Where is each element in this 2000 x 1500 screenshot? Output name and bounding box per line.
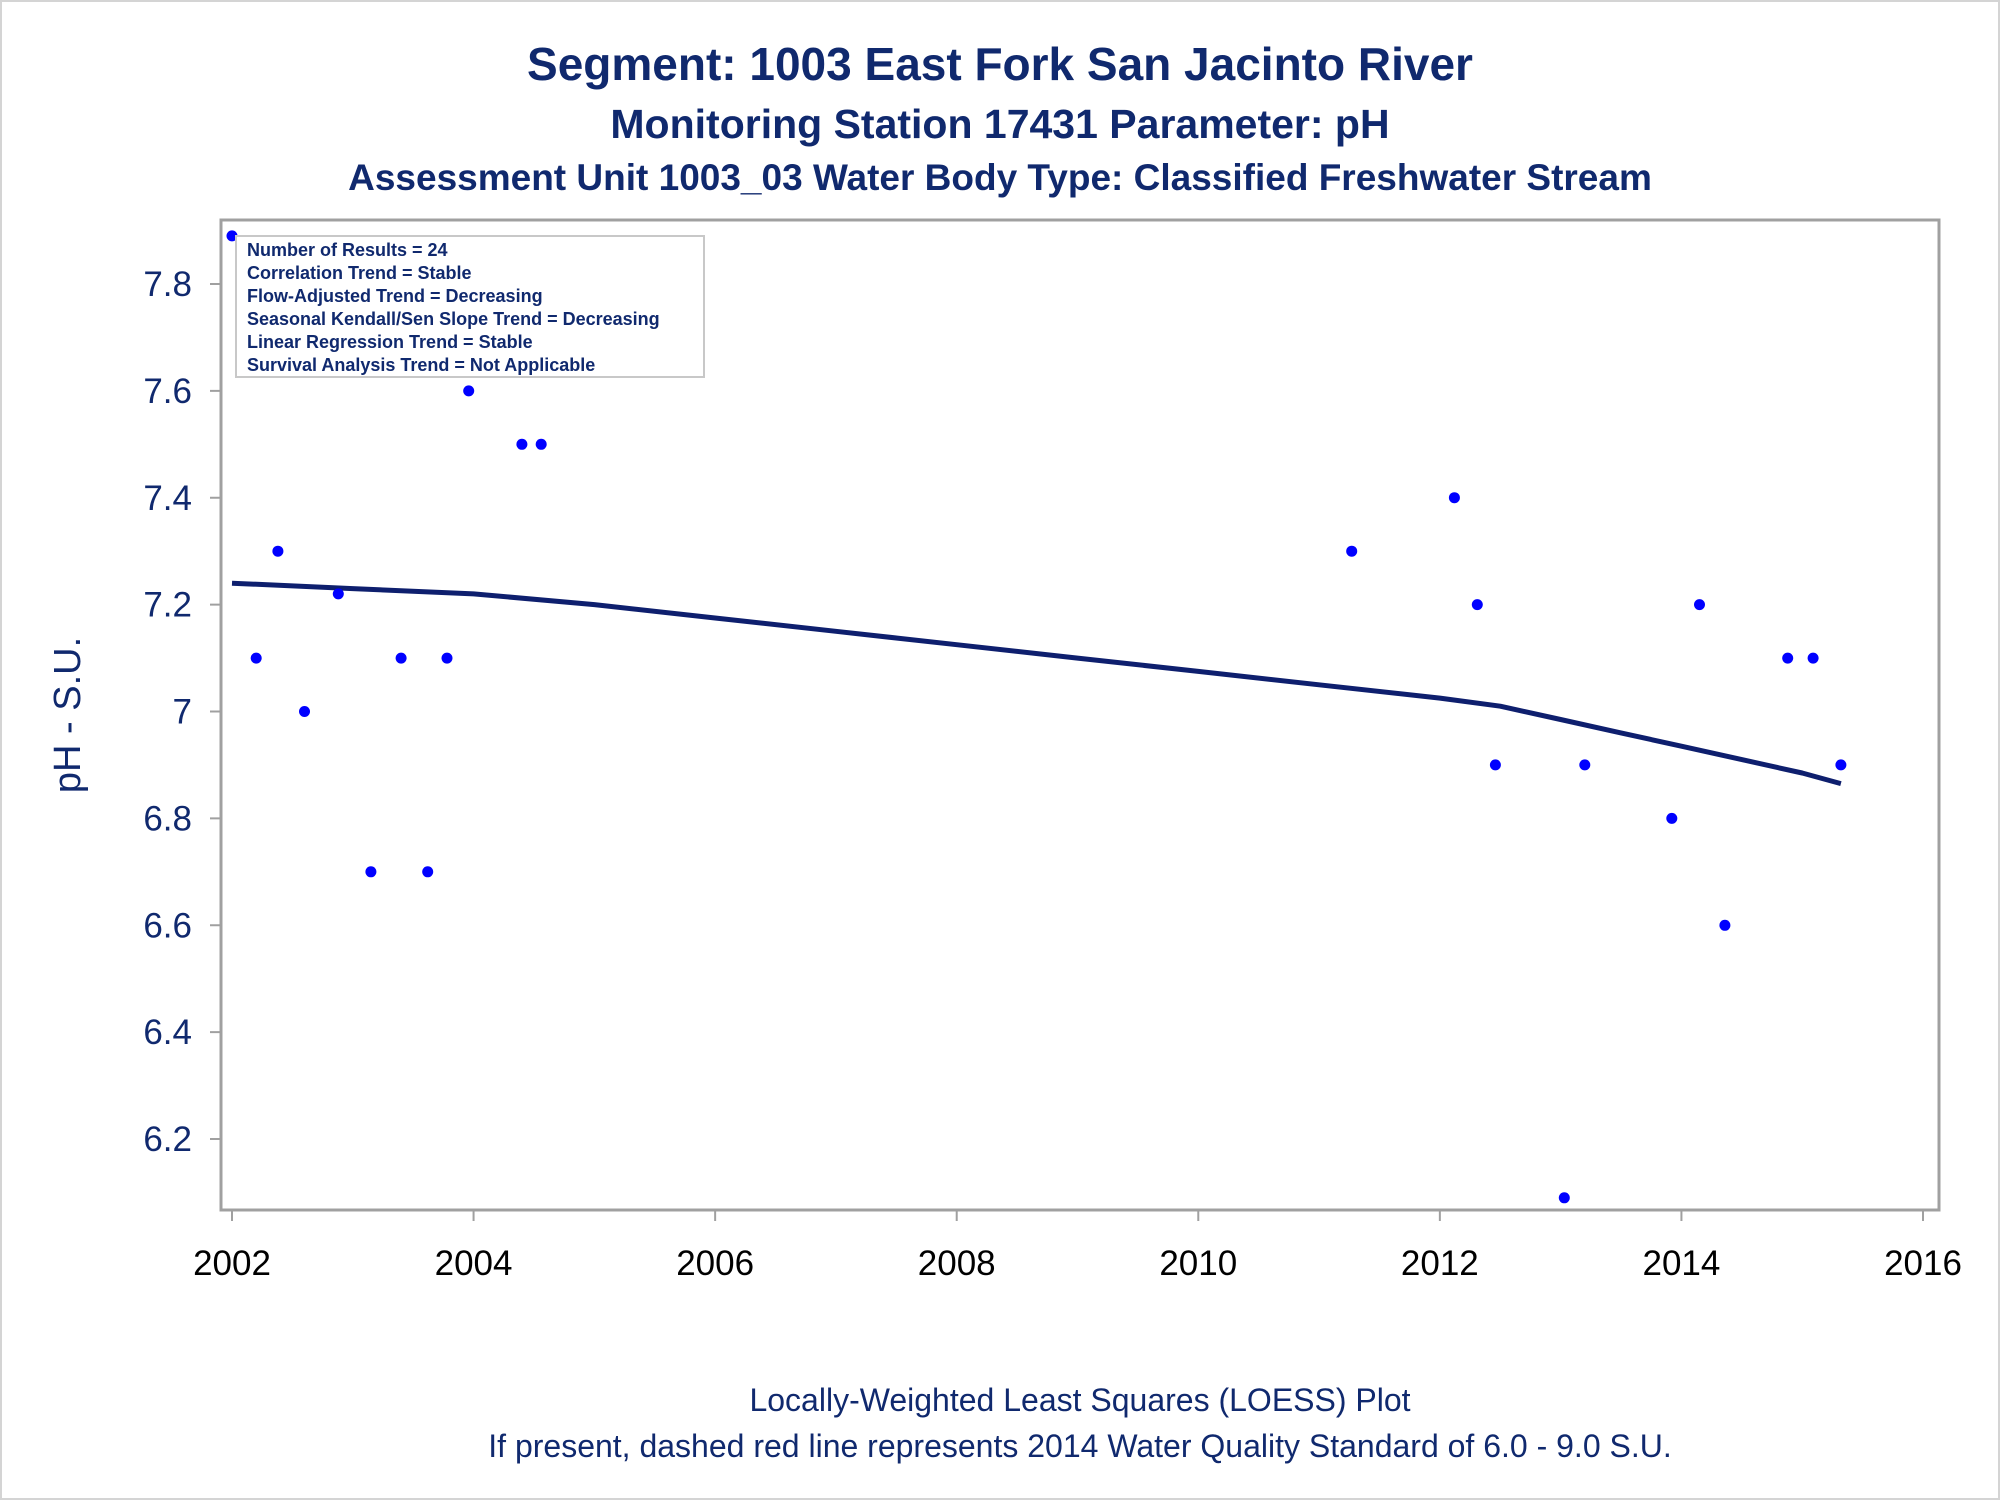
data-point bbox=[272, 545, 284, 557]
y-tick-label: 6.4 bbox=[143, 1013, 192, 1052]
data-point bbox=[516, 438, 528, 450]
y-axis-label: pH - S.U. bbox=[47, 637, 89, 793]
data-point bbox=[535, 438, 547, 450]
y-tick-label: 7.4 bbox=[143, 479, 192, 518]
footnote-loess: Locally-Weighted Least Squares (LOESS) P… bbox=[749, 1382, 1410, 1418]
data-point bbox=[422, 866, 434, 878]
footnote-standard: If present, dashed red line represents 2… bbox=[488, 1428, 1671, 1464]
info-line: Seasonal Kendall/Sen Slope Trend = Decre… bbox=[247, 309, 660, 329]
data-point bbox=[250, 652, 262, 664]
data-point bbox=[1782, 652, 1794, 664]
data-point bbox=[1471, 599, 1483, 611]
info-box-border bbox=[235, 235, 705, 378]
y-tick-label: 7 bbox=[173, 693, 192, 732]
data-point bbox=[463, 385, 475, 397]
data-point bbox=[365, 866, 377, 878]
data-point bbox=[441, 652, 453, 664]
info-line: Survival Analysis Trend = Not Applicable bbox=[247, 355, 595, 375]
x-tick-label: 2008 bbox=[918, 1244, 996, 1283]
data-point bbox=[1666, 812, 1678, 824]
data-point bbox=[1719, 919, 1731, 931]
data-point bbox=[1489, 759, 1501, 771]
y-tick-label: 6.2 bbox=[143, 1120, 192, 1159]
y-tick-label: 6.6 bbox=[143, 906, 192, 945]
data-point bbox=[332, 588, 344, 600]
data-point bbox=[1346, 545, 1358, 557]
x-tick-label: 2010 bbox=[1159, 1244, 1237, 1283]
data-points-layer bbox=[226, 230, 1847, 1204]
x-tick-label: 2004 bbox=[435, 1244, 513, 1283]
info-line: Linear Regression Trend = Stable bbox=[247, 332, 533, 352]
data-point bbox=[299, 706, 310, 717]
plot-area bbox=[219, 218, 1941, 1212]
info-line: Number of Results = 24 bbox=[247, 240, 448, 260]
data-point bbox=[1835, 759, 1847, 771]
trend-info-box: Number of Results = 24 Correlation Trend… bbox=[235, 235, 705, 378]
data-point bbox=[226, 230, 238, 242]
data-point bbox=[1558, 1192, 1570, 1204]
x-tick-label: 2016 bbox=[1884, 1244, 1962, 1283]
x-axis: 2002 2004 2006 2008 2010 2012 2014 2016 bbox=[193, 1210, 1962, 1283]
y-axis: 6.2 6.4 6.6 6.8 7 7.2 7.4 7.6 7.8 bbox=[143, 265, 221, 1159]
data-point bbox=[1694, 599, 1705, 611]
y-tick-label: 6.8 bbox=[143, 799, 192, 838]
info-line: Correlation Trend = Stable bbox=[247, 263, 472, 283]
data-point bbox=[395, 652, 407, 664]
y-tick-label: 7.6 bbox=[143, 372, 192, 411]
chart-subtitle: Monitoring Station 17431 Parameter: pH bbox=[610, 101, 1389, 147]
y-tick-label: 7.2 bbox=[143, 586, 192, 625]
data-point bbox=[1579, 759, 1591, 771]
chart-title: Segment: 1003 East Fork San Jacinto Rive… bbox=[527, 38, 1473, 90]
chart-subtitle-2: Assessment Unit 1003_03 Water Body Type:… bbox=[348, 157, 1652, 198]
data-point bbox=[1807, 652, 1819, 664]
loess-curve bbox=[231, 580, 1842, 787]
loess-curve-layer bbox=[231, 580, 1842, 787]
x-tick-label: 2012 bbox=[1401, 1244, 1479, 1283]
data-point bbox=[1448, 492, 1460, 504]
y-tick-label: 7.8 bbox=[143, 265, 192, 304]
info-line: Flow-Adjusted Trend = Decreasing bbox=[247, 286, 543, 306]
x-tick-label: 2014 bbox=[1642, 1244, 1720, 1283]
x-tick-label: 2006 bbox=[676, 1244, 754, 1283]
x-tick-label: 2002 bbox=[193, 1244, 271, 1283]
